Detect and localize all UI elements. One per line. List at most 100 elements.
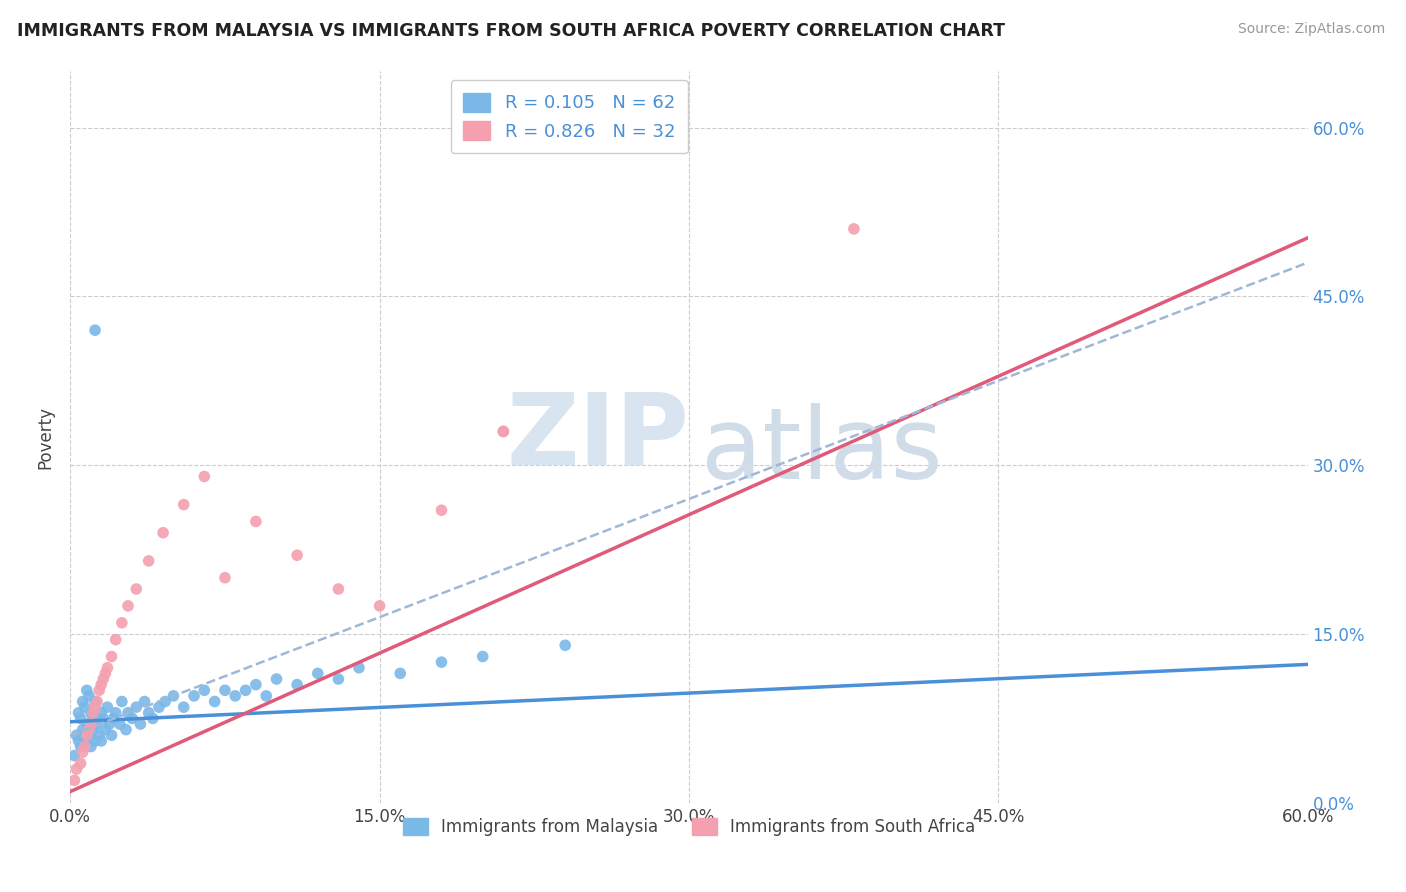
Point [285, 548, 308, 562]
Point [103, 711, 125, 725]
Point [193, 469, 215, 483]
Point [111, 694, 134, 708]
Point [72, 723, 94, 737]
Point [94, 723, 117, 737]
Point [63, 773, 86, 788]
Point [89, 728, 111, 742]
Point [90, 678, 112, 692]
Point [67, 734, 90, 748]
Point [214, 683, 236, 698]
Point [148, 700, 170, 714]
Point [328, 672, 350, 686]
Point [328, 582, 350, 596]
Point [67, 706, 90, 720]
Point [84, 694, 107, 708]
Point [471, 649, 494, 664]
Point [554, 638, 576, 652]
Point [100, 728, 122, 742]
Point [77, 728, 100, 742]
Point [138, 706, 160, 720]
Point [193, 683, 215, 698]
Point [492, 425, 515, 439]
Point [266, 672, 288, 686]
Point [430, 655, 453, 669]
Point [91, 711, 114, 725]
Point [94, 666, 117, 681]
Point [91, 672, 114, 686]
Point [204, 694, 226, 708]
Point [77, 689, 100, 703]
Legend: Immigrants from Malaysia, Immigrants from South Africa: Immigrants from Malaysia, Immigrants fro… [392, 807, 986, 846]
Point [96, 700, 118, 714]
Point [307, 666, 329, 681]
Point [72, 694, 94, 708]
Point [98, 717, 121, 731]
Point [80, 717, 103, 731]
Point [100, 649, 122, 664]
Point [117, 599, 139, 613]
Point [115, 723, 138, 737]
Point [285, 678, 308, 692]
Point [80, 706, 103, 720]
Text: atlas: atlas [702, 403, 943, 500]
Point [173, 498, 195, 512]
Point [104, 706, 127, 720]
Point [73, 739, 96, 754]
Point [89, 683, 111, 698]
Point [842, 222, 865, 236]
Point [214, 571, 236, 585]
Point [77, 723, 100, 737]
Point [82, 723, 104, 737]
Point [84, 323, 107, 337]
Point [69, 739, 91, 754]
Point [84, 734, 107, 748]
Point [389, 666, 412, 681]
Point [76, 683, 98, 698]
Point [82, 706, 104, 720]
Point [224, 689, 246, 703]
Point [162, 689, 184, 703]
Point [73, 700, 96, 714]
Point [121, 711, 143, 725]
Point [368, 599, 391, 613]
Point [69, 711, 91, 725]
Point [492, 425, 515, 439]
Point [125, 582, 148, 596]
Point [235, 683, 257, 698]
Point [152, 525, 174, 540]
Text: Source: ZipAtlas.com: Source: ZipAtlas.com [1237, 22, 1385, 37]
Point [76, 717, 98, 731]
Point [65, 762, 87, 776]
Y-axis label: Poverty: Poverty [37, 406, 55, 468]
Point [86, 717, 108, 731]
Point [76, 728, 98, 742]
Point [142, 711, 165, 725]
Text: IMMIGRANTS FROM MALAYSIA VS IMMIGRANTS FROM SOUTH AFRICA POVERTY CORRELATION CHA: IMMIGRANTS FROM MALAYSIA VS IMMIGRANTS F… [17, 22, 1005, 40]
Point [430, 503, 453, 517]
Point [82, 711, 104, 725]
Point [129, 717, 152, 731]
Point [245, 678, 267, 692]
Point [108, 717, 131, 731]
Point [153, 694, 176, 708]
Point [138, 554, 160, 568]
Point [173, 700, 195, 714]
Point [245, 515, 267, 529]
Point [73, 734, 96, 748]
Point [86, 694, 108, 708]
Point [65, 728, 87, 742]
Text: ZIP: ZIP [506, 389, 689, 485]
Point [254, 689, 277, 703]
Point [90, 734, 112, 748]
Point [80, 739, 103, 754]
Point [183, 689, 205, 703]
Point [125, 700, 148, 714]
Point [134, 694, 156, 708]
Point [72, 745, 94, 759]
Point [117, 706, 139, 720]
Point [111, 615, 134, 630]
Point [347, 661, 370, 675]
Point [63, 748, 86, 763]
Point [104, 632, 127, 647]
Point [90, 706, 112, 720]
